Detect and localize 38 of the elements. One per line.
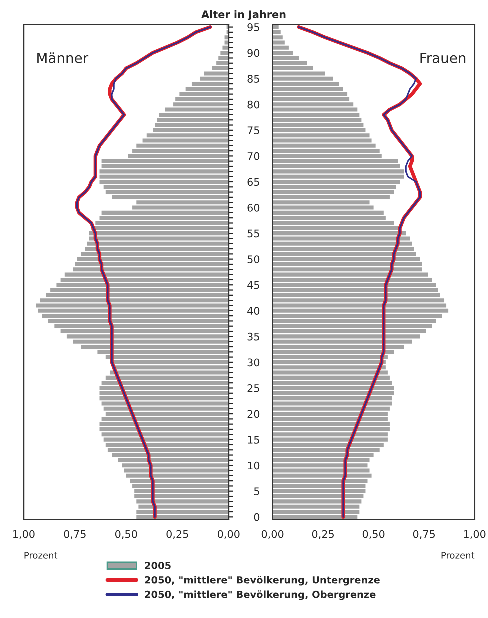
y-tick-label: 45: [248, 281, 260, 290]
x-tick-label: 0,00: [262, 530, 284, 540]
y-tick-label: 90: [248, 49, 260, 58]
annotation: Männer: [38, 52, 89, 64]
x-tick-label: 0,25: [166, 530, 188, 540]
y-tick-label: 80: [248, 100, 260, 109]
y-tick-label: 0: [254, 513, 260, 522]
x-tick-label: 1,00: [464, 530, 486, 540]
y-tick-label: 15: [248, 436, 260, 444]
y-tick-label: 55: [248, 230, 260, 238]
y-tick-label: 65: [248, 178, 260, 186]
y-tick-label: 10: [248, 462, 260, 470]
x-tick-label: 0,75: [64, 530, 86, 540]
legend-label: 2050, "mittlere" Bevölkerung, Obergrenze: [145, 590, 376, 600]
x-tick-label: 0,75: [413, 530, 436, 540]
y-tick-label: 85: [248, 75, 260, 83]
x-tick-label: 0,00: [218, 530, 240, 540]
y-tick-label: 35: [248, 332, 260, 341]
x-tick-label: 0,25: [312, 530, 334, 540]
x-tick-label: 0,50: [115, 530, 138, 540]
y-tick-label: 75: [248, 126, 260, 135]
x-tick-label: 0,50: [362, 530, 385, 540]
y-tick-label: 95: [248, 24, 260, 32]
annotation: Frauen: [420, 53, 466, 64]
x-tick-label: 1,00: [13, 530, 35, 540]
y-tick-label: 25: [248, 384, 260, 392]
y-tick-label: 30: [248, 358, 260, 367]
legend-label: 2050, "mittlere" Bevölkerung, Untergrenze: [145, 576, 380, 586]
y-tick-label: 70: [248, 152, 260, 160]
y-tick-label: 5: [254, 488, 260, 496]
x-axis-title: Prozent: [24, 552, 58, 559]
y-tick-label: 50: [248, 256, 260, 264]
y-tick-label: 40: [248, 307, 260, 316]
y-tick-label: 20: [248, 410, 260, 418]
y-tick-label: 60: [248, 204, 260, 212]
legend-label: 2005: [145, 562, 171, 570]
x-axis-title: Prozent: [442, 552, 475, 559]
chart-title: Alter in Jahren: [202, 10, 286, 20]
